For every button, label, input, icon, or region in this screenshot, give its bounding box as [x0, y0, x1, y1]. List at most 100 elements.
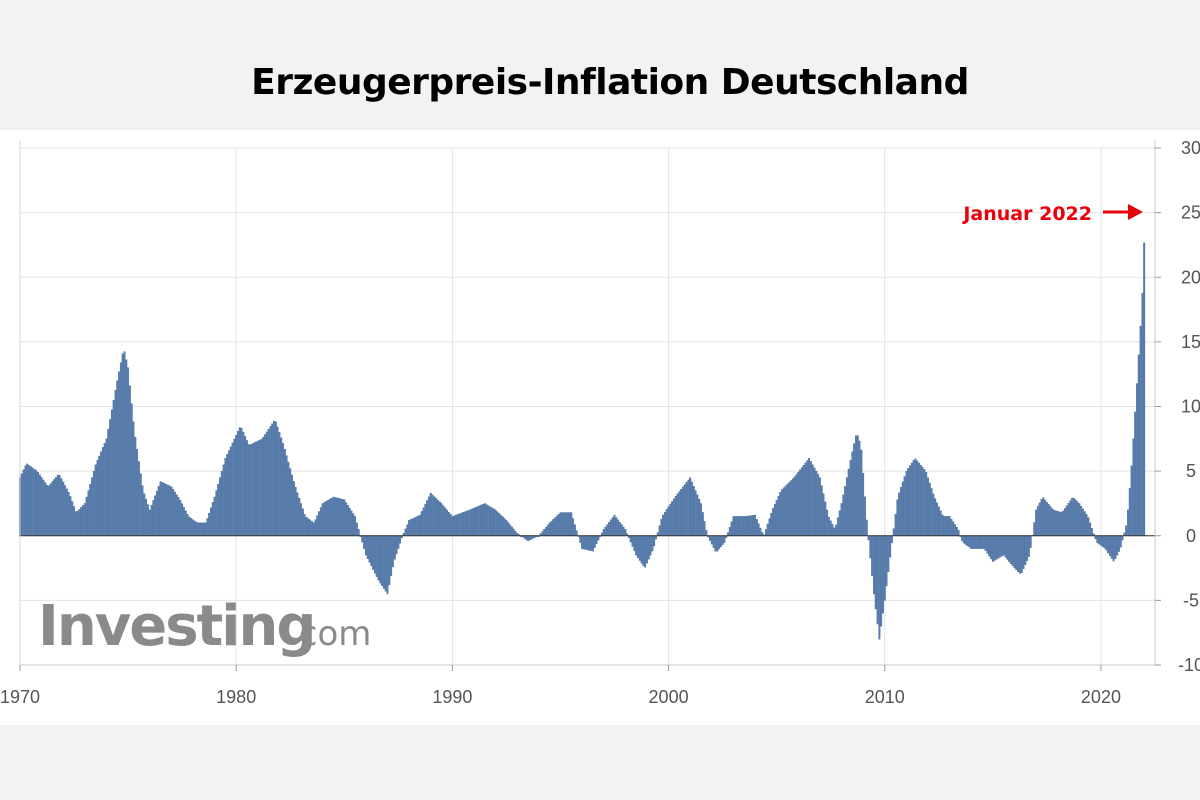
bar	[55, 477, 57, 536]
bar	[1110, 535, 1113, 559]
bar	[1054, 510, 1057, 536]
bar	[901, 481, 904, 536]
bar	[970, 535, 973, 549]
bar	[137, 461, 140, 536]
y-tick-label: 30	[1181, 138, 1200, 158]
bar	[676, 493, 679, 536]
bar	[1141, 292, 1144, 536]
bar	[213, 496, 216, 536]
bar	[512, 528, 515, 536]
bar	[1067, 503, 1070, 536]
bar	[1040, 498, 1043, 536]
bar	[793, 476, 796, 536]
bar	[611, 517, 614, 536]
bar	[289, 468, 292, 536]
bar	[1038, 502, 1041, 536]
bar	[874, 535, 877, 610]
bar	[336, 497, 339, 536]
bar	[883, 535, 886, 601]
bar	[292, 481, 295, 536]
bar	[226, 454, 229, 536]
y-tick-label: 0	[1186, 526, 1196, 546]
bar	[426, 500, 429, 536]
bar	[1058, 511, 1061, 536]
bar	[900, 487, 902, 536]
bar	[1109, 535, 1111, 556]
bar	[728, 526, 731, 536]
bar	[844, 486, 847, 536]
bar	[541, 531, 544, 536]
bar	[35, 470, 38, 536]
bar	[139, 473, 142, 536]
bar	[233, 438, 236, 536]
bar	[1121, 535, 1124, 541]
bar	[660, 518, 663, 536]
bar	[438, 501, 441, 536]
bar	[53, 479, 56, 536]
bar	[826, 509, 829, 536]
bar	[712, 535, 715, 548]
x-tick-label: 1980	[216, 687, 256, 707]
bar	[397, 535, 400, 549]
bar	[332, 496, 335, 536]
bar	[413, 517, 416, 536]
bar	[422, 507, 425, 536]
bar	[525, 535, 528, 540]
bar	[87, 490, 90, 536]
bar	[894, 514, 897, 536]
bar	[624, 529, 627, 536]
bar	[228, 450, 230, 536]
bar	[779, 491, 782, 536]
bar	[80, 507, 83, 536]
bar	[1044, 499, 1047, 536]
bar	[1103, 535, 1106, 549]
x-tick-label: 1970	[0, 687, 40, 707]
bar	[782, 487, 785, 536]
bar	[276, 426, 279, 536]
bar	[566, 512, 569, 536]
bar	[363, 535, 366, 549]
bar	[669, 503, 672, 536]
bar	[480, 504, 483, 536]
bar	[219, 477, 221, 536]
bar	[869, 535, 872, 559]
bar	[943, 516, 946, 536]
bar	[451, 516, 454, 536]
bar	[449, 514, 452, 536]
bar	[1078, 503, 1081, 536]
bar	[145, 498, 148, 536]
bar	[682, 486, 684, 536]
bar	[305, 517, 308, 536]
bar	[406, 524, 409, 536]
bar	[557, 514, 560, 536]
bar	[404, 528, 407, 536]
bar	[872, 535, 875, 595]
bar	[703, 521, 706, 536]
bar	[384, 535, 387, 592]
bar	[786, 483, 789, 536]
bar	[161, 482, 164, 536]
bar	[647, 535, 650, 560]
bar	[447, 511, 450, 536]
bar	[195, 522, 198, 536]
bar	[46, 484, 48, 536]
bar	[799, 469, 802, 536]
bar	[440, 503, 443, 536]
bar	[1118, 535, 1120, 552]
bar	[860, 449, 863, 536]
bar	[554, 517, 557, 536]
bar	[889, 535, 892, 558]
bar	[568, 512, 571, 536]
bar	[26, 463, 29, 536]
bar	[375, 535, 378, 577]
bar	[339, 498, 342, 536]
gridlines	[19, 147, 1155, 666]
bar	[464, 511, 466, 536]
x-tick-label: 1990	[432, 687, 472, 707]
bar	[110, 409, 113, 536]
y-tick-label: 5	[1186, 461, 1196, 481]
bar	[887, 535, 890, 572]
bar	[159, 481, 162, 536]
bar	[24, 465, 27, 536]
